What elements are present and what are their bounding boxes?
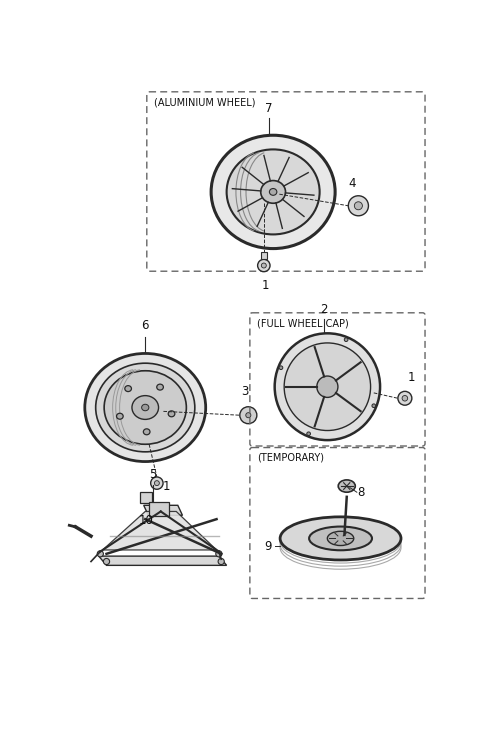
- Ellipse shape: [261, 263, 266, 268]
- Ellipse shape: [338, 480, 355, 493]
- Ellipse shape: [317, 376, 338, 397]
- Ellipse shape: [85, 353, 206, 462]
- Text: (ALUMINIUM WHEEL): (ALUMINIUM WHEEL): [154, 97, 255, 107]
- Ellipse shape: [269, 188, 277, 195]
- Ellipse shape: [402, 396, 408, 401]
- Text: 3: 3: [241, 386, 248, 398]
- Bar: [140, 493, 152, 503]
- Text: 10: 10: [139, 514, 154, 527]
- Text: 4: 4: [348, 177, 356, 191]
- Ellipse shape: [151, 477, 163, 490]
- Bar: [261, 251, 267, 259]
- Text: 7: 7: [265, 102, 273, 115]
- Ellipse shape: [125, 386, 132, 391]
- Ellipse shape: [348, 196, 369, 216]
- Text: 2: 2: [320, 303, 327, 316]
- Ellipse shape: [246, 413, 251, 418]
- Ellipse shape: [117, 413, 123, 419]
- Circle shape: [218, 559, 224, 564]
- Ellipse shape: [307, 432, 311, 435]
- Ellipse shape: [240, 407, 257, 424]
- Text: 9: 9: [264, 539, 272, 553]
- Ellipse shape: [211, 135, 335, 248]
- Text: 6: 6: [142, 319, 149, 332]
- Ellipse shape: [327, 531, 354, 545]
- Text: (TEMPORARY): (TEMPORARY): [257, 453, 324, 463]
- Ellipse shape: [132, 396, 158, 419]
- Ellipse shape: [372, 404, 376, 408]
- Ellipse shape: [275, 334, 380, 440]
- Bar: [149, 502, 169, 516]
- Ellipse shape: [227, 150, 320, 235]
- Polygon shape: [99, 556, 227, 565]
- Ellipse shape: [398, 391, 412, 405]
- Text: 1: 1: [163, 480, 170, 493]
- Ellipse shape: [279, 366, 283, 369]
- Text: 1: 1: [262, 279, 269, 292]
- Ellipse shape: [261, 180, 286, 203]
- Ellipse shape: [157, 384, 163, 390]
- Ellipse shape: [258, 259, 270, 272]
- Circle shape: [103, 559, 109, 564]
- Text: (FULL WHEEL CAP): (FULL WHEEL CAP): [257, 318, 348, 328]
- Ellipse shape: [104, 371, 186, 444]
- Ellipse shape: [280, 517, 401, 560]
- Circle shape: [216, 550, 222, 557]
- Polygon shape: [103, 512, 216, 550]
- Ellipse shape: [155, 481, 159, 485]
- Ellipse shape: [144, 429, 150, 435]
- Text: 8: 8: [358, 486, 365, 498]
- Text: 5: 5: [149, 468, 156, 481]
- Circle shape: [97, 550, 103, 557]
- Polygon shape: [144, 505, 182, 515]
- Ellipse shape: [142, 405, 149, 410]
- Ellipse shape: [168, 410, 175, 417]
- Ellipse shape: [344, 338, 348, 342]
- Ellipse shape: [354, 202, 362, 210]
- Text: 1: 1: [408, 372, 416, 384]
- Ellipse shape: [284, 343, 371, 430]
- Ellipse shape: [309, 526, 372, 550]
- Ellipse shape: [96, 363, 195, 452]
